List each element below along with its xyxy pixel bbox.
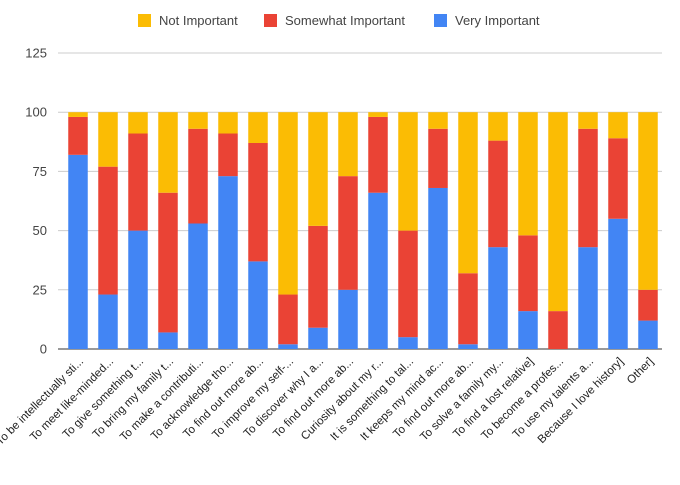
- bar-segment-very-important: [308, 327, 328, 349]
- bar-segment-not-important: [98, 112, 118, 167]
- bar-segment-very-important: [458, 344, 478, 349]
- bar-segment-somewhat-important: [548, 311, 568, 349]
- bar-segment-very-important: [518, 311, 538, 349]
- bar-segment-somewhat-important: [68, 116, 88, 155]
- legend-label: Somewhat Important: [285, 13, 405, 28]
- bar-segment-somewhat-important: [578, 128, 598, 248]
- bar-segment-not-important: [518, 112, 538, 236]
- bar-segment-not-important: [128, 112, 148, 134]
- bar-segment-somewhat-important: [158, 192, 178, 333]
- bar-segment-somewhat-important: [518, 235, 538, 312]
- bar-segment-not-important: [458, 112, 478, 274]
- bar-segment-somewhat-important: [308, 225, 328, 328]
- gridlines: [58, 52, 662, 350]
- x-tick-label: Other]: [625, 356, 656, 387]
- bar-segment-not-important: [278, 112, 298, 295]
- bar-segment-not-important: [398, 112, 418, 231]
- y-axis: 0 25 50 75 100 125: [25, 46, 47, 357]
- bar-segment-somewhat-important: [398, 230, 418, 338]
- legend-swatch: [434, 14, 447, 27]
- bar-segment-not-important: [188, 112, 208, 129]
- bar-segment-very-important: [578, 247, 598, 349]
- bar-segment-not-important: [308, 112, 328, 226]
- bar-segment-somewhat-important: [338, 176, 358, 290]
- bar-segment-very-important: [248, 261, 268, 349]
- legend-label: Not Important: [159, 13, 238, 28]
- legend: Not Important Somewhat Important Very Impo…: [138, 13, 540, 28]
- bar-segment-not-important: [68, 112, 88, 117]
- bar-segment-very-important: [128, 230, 148, 349]
- bar-segment-somewhat-important: [368, 116, 388, 193]
- bar-segment-not-important: [578, 112, 598, 129]
- bar-segment-somewhat-important: [128, 133, 148, 231]
- bar-segment-very-important: [488, 247, 508, 349]
- legend-label: Very Important: [455, 13, 540, 28]
- bar-segment-very-important: [68, 154, 88, 349]
- bar-segment-very-important: [338, 289, 358, 349]
- bar-segment-very-important: [398, 337, 418, 349]
- bar-segment-somewhat-important: [248, 142, 268, 262]
- bar-segment-not-important: [428, 112, 448, 129]
- bar-segment-very-important: [608, 218, 628, 349]
- y-tick-label: 25: [33, 282, 47, 297]
- bar-segment-not-important: [158, 112, 178, 193]
- bar-segment-somewhat-important: [278, 294, 298, 345]
- bar-segment-not-important: [218, 112, 238, 134]
- bar-segment-very-important: [638, 320, 658, 349]
- bar-segment-somewhat-important: [488, 140, 508, 248]
- bar-segment-very-important: [158, 332, 178, 349]
- bar-segment-somewhat-important: [98, 166, 118, 295]
- bar-segment-not-important: [338, 112, 358, 177]
- bar-segment-not-important: [638, 112, 658, 290]
- bar-segment-not-important: [548, 112, 568, 312]
- y-tick-label: 100: [25, 105, 47, 120]
- y-tick-label: 125: [25, 46, 47, 61]
- bar-segment-somewhat-important: [188, 128, 208, 224]
- y-tick-label: 75: [33, 164, 47, 179]
- bar-segment-very-important: [428, 187, 448, 349]
- bar-segment-somewhat-important: [638, 289, 658, 321]
- y-tick-label: 50: [33, 223, 47, 238]
- bar-segment-very-important: [368, 192, 388, 349]
- legend-swatch: [138, 14, 151, 27]
- bar-segment-not-important: [368, 112, 388, 117]
- bar-segment-not-important: [608, 112, 628, 139]
- bar-segment-very-important: [98, 294, 118, 349]
- bar-segment-somewhat-important: [428, 128, 448, 188]
- x-axis: To be intellectually sti...To meet like-…: [0, 356, 656, 448]
- bar-segment-somewhat-important: [458, 273, 478, 345]
- bar-segment-not-important: [488, 112, 508, 141]
- y-tick-label: 0: [40, 342, 47, 357]
- bars: [68, 112, 658, 349]
- bar-segment-somewhat-important: [608, 138, 628, 219]
- bar-segment-very-important: [278, 344, 298, 349]
- bar-segment-very-important: [188, 223, 208, 349]
- bar-segment-not-important: [248, 112, 268, 143]
- legend-swatch: [264, 14, 277, 27]
- bar-segment-somewhat-important: [218, 133, 238, 177]
- bar-segment-very-important: [218, 176, 238, 349]
